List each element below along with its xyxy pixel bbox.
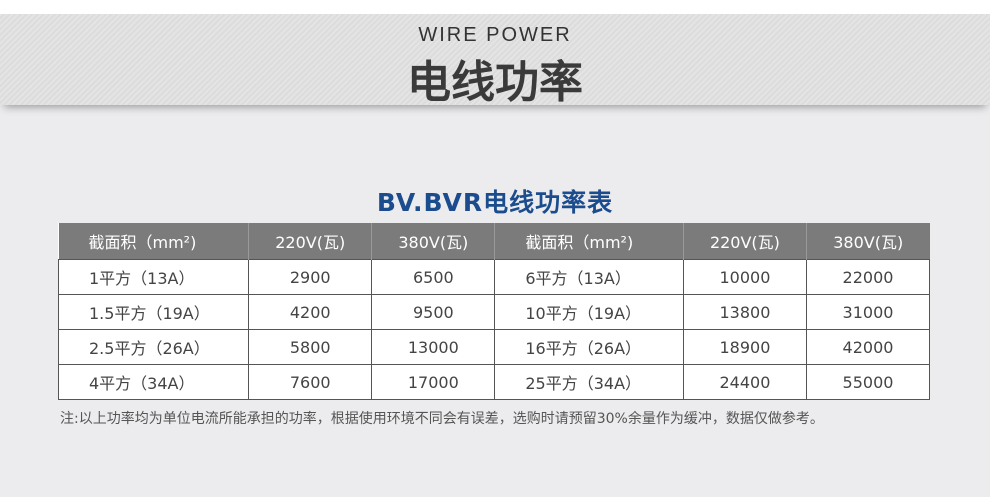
col-header: 380V(瓦) xyxy=(805,223,930,260)
col-header: 截面积（mm²) xyxy=(58,223,249,260)
col-header: 380V(瓦) xyxy=(371,223,495,260)
table-row: 1平方（13A） 2900 6500 6平方（13A） 10000 22000 xyxy=(57,259,931,295)
table-cell: 6平方（13A） xyxy=(494,259,684,295)
table-cell: 5800 xyxy=(248,329,373,365)
table-cell: 10000 xyxy=(682,259,807,295)
table-row: 1.5平方（19A） 4200 9500 10平方（19A） 13800 31000 xyxy=(57,294,931,330)
table-row: 4平方（34A） 7600 17000 25平方（34A） 24400 55000 xyxy=(57,364,931,400)
table-cell: 1平方（13A） xyxy=(57,259,250,295)
table-cell: 6500 xyxy=(371,259,496,295)
table-cell: 10平方（19A） xyxy=(494,294,684,330)
table-header: 截面积（mm²) 220V(瓦) 380V(瓦) 截面积（mm²) 220V(瓦… xyxy=(58,223,930,260)
table-cell: 13800 xyxy=(682,294,807,330)
table-cell: 55000 xyxy=(805,364,931,400)
table-cell: 22000 xyxy=(805,259,931,295)
table-cell: 7600 xyxy=(248,364,373,400)
table-cell: 9500 xyxy=(371,294,496,330)
col-header: 220V(瓦) xyxy=(248,223,372,260)
table-title: BV.BVR电线功率表 xyxy=(376,188,614,217)
table-cell: 1.5平方（19A） xyxy=(57,294,250,330)
table-cell: 2.5平方（26A） xyxy=(57,329,250,365)
header-title: 电线功率 xyxy=(407,57,583,108)
header-banner xyxy=(0,14,990,105)
table-cell: 31000 xyxy=(805,294,931,330)
table-cell: 13000 xyxy=(371,329,496,365)
table-cell: 24400 xyxy=(682,364,807,400)
table-cell: 18900 xyxy=(682,329,807,365)
table-cell: 16平方（26A） xyxy=(494,329,684,365)
col-header: 220V(瓦) xyxy=(682,223,807,260)
table-cell: 17000 xyxy=(371,364,496,400)
table-cell: 4200 xyxy=(248,294,373,330)
top-strip xyxy=(0,0,990,14)
table-cell: 25平方（34A） xyxy=(494,364,684,400)
col-header: 截面积（mm²) xyxy=(494,223,684,260)
header-subtitle: WIRE POWER xyxy=(418,24,572,46)
footnote: 注:以上功率均为单位电流所能承担的功率，根据使用环境不同会有误差，选购时请预留3… xyxy=(60,411,824,427)
power-table: 截面积（mm²) 220V(瓦) 380V(瓦) 截面积（mm²) 220V(瓦… xyxy=(57,223,931,400)
table-cell: 4平方（34A） xyxy=(57,364,250,400)
table-cell: 2900 xyxy=(248,259,373,295)
table-cell: 42000 xyxy=(805,329,931,365)
table-row: 2.5平方（26A） 5800 13000 16平方（26A） 18900 42000 xyxy=(57,329,931,365)
